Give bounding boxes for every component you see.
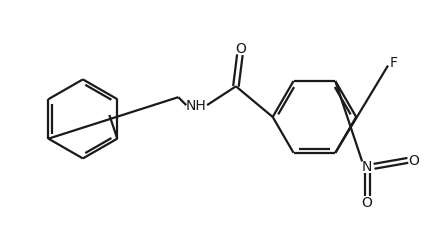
Text: N: N [362,160,372,173]
Text: O: O [235,42,246,56]
Text: F: F [390,55,398,69]
Text: O: O [409,154,419,168]
Text: O: O [362,195,372,209]
Text: NH: NH [186,99,206,112]
